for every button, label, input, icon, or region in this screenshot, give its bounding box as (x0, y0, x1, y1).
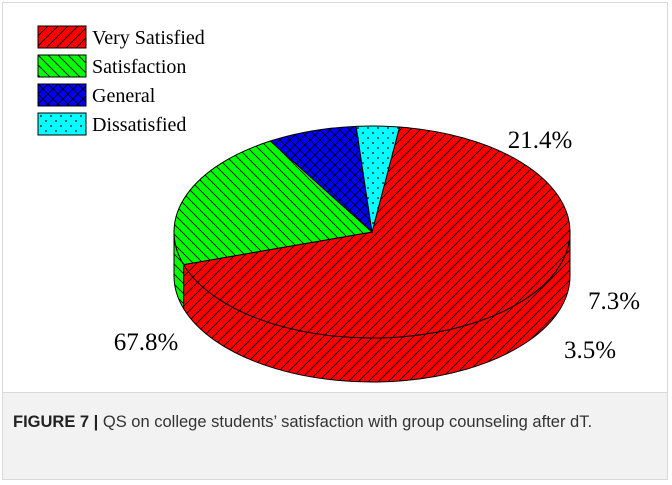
legend-item: Satisfaction (37, 54, 186, 78)
legend-label: Very Satisfied (92, 27, 205, 49)
legend-swatch (37, 54, 87, 78)
pie-slice-satisfaction (173, 140, 374, 266)
legend-label: General (92, 85, 156, 107)
caption-text: QS on college students’ satisfaction wit… (98, 413, 593, 431)
legend-label: Dissatisfied (92, 114, 186, 136)
legend-item: Very Satisfied (37, 25, 205, 49)
legend-item: General (37, 83, 156, 107)
legend: Very Satisfied Satisfaction General Dissati… (37, 25, 205, 136)
value-label: 7.3% (588, 288, 640, 315)
pie-slice-dissatisfied (355, 125, 401, 233)
legend-swatch (37, 25, 87, 49)
legend-swatch (37, 112, 87, 136)
legend-swatch (37, 83, 87, 107)
legend-item: Dissatisfied (37, 112, 186, 136)
pie-slice-very-satisfied (182, 126, 571, 339)
value-labels: 67.8% 21.4% 7.3% 3.5% (114, 127, 640, 364)
value-label: 21.4% (508, 127, 573, 154)
legend-label: Satisfaction (92, 56, 186, 78)
figure-label: FIGURE 7 | (13, 413, 99, 431)
figure-caption: FIGURE 7 | QS on college students’ satis… (13, 410, 653, 435)
value-label: 3.5% (564, 337, 616, 364)
caption-box (3, 392, 667, 479)
value-label: 67.8% (114, 329, 179, 356)
pie-slices (173, 125, 571, 339)
